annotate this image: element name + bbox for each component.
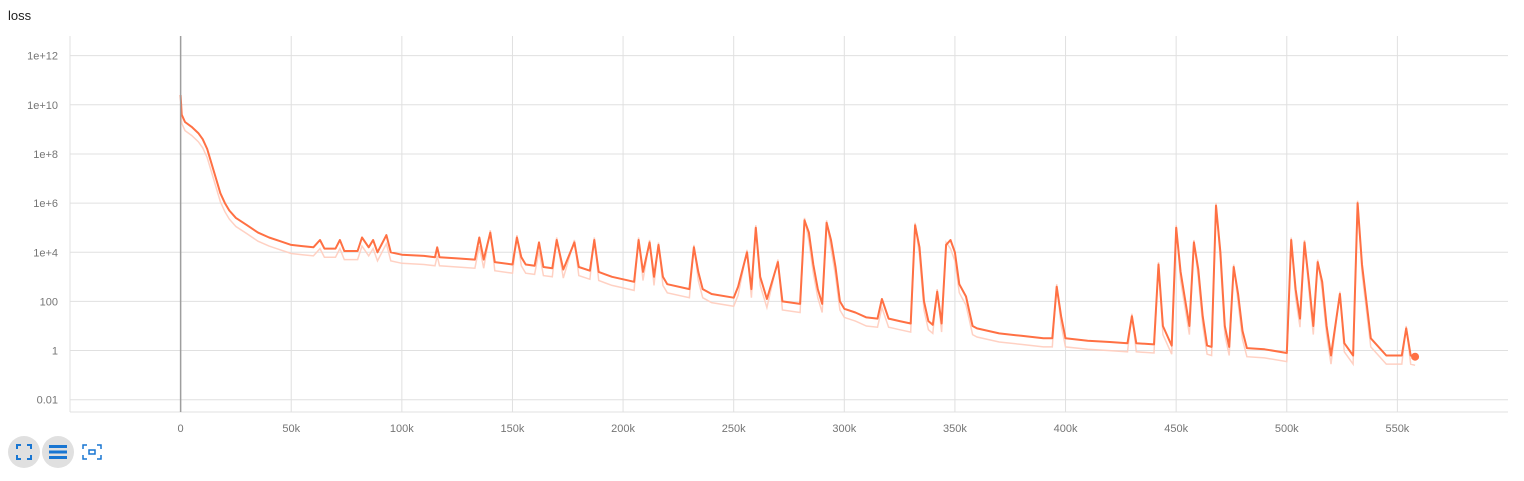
chart-title: loss (8, 8, 32, 23)
y-tick-label: 1e+10 (27, 100, 58, 112)
fit-data-button[interactable] (76, 436, 108, 468)
smoothed-series-path[interactable] (179, 94, 1416, 358)
axes: 0.01 1 100 1e+4 1e+6 1e+8 1e+10 1e+12 0 50k 100k 15… (27, 36, 1508, 435)
x-tick-label: 200k (611, 423, 635, 435)
fit-icon (82, 444, 102, 460)
x-tick-label: 350k (943, 423, 967, 435)
y-tick-label: 0.01 (37, 395, 58, 407)
chart-toolbar (8, 436, 108, 468)
x-tick-label: 50k (282, 423, 300, 435)
y-tick-label: 1e+6 (33, 198, 58, 210)
x-tick-label: 250k (722, 423, 746, 435)
fit-domain-button[interactable] (8, 436, 40, 468)
x-tick-label: 300k (832, 423, 856, 435)
y-tick-label: 1 (52, 346, 58, 358)
raw-series-path (179, 103, 1416, 367)
expand-icon (16, 444, 32, 460)
x-tick-label: 500k (1275, 423, 1299, 435)
y-tick-label: 1e+4 (33, 247, 58, 259)
x-tick-label: 0 (178, 423, 184, 435)
y-tick-label: 1e+12 (27, 51, 58, 63)
y-tick-label: 100 (40, 296, 58, 308)
raw-series-line (179, 103, 1416, 367)
log-scale-button[interactable] (42, 436, 74, 468)
y-tick-label: 1e+8 (33, 149, 58, 161)
x-tick-label: 450k (1164, 423, 1188, 435)
grid-lines (70, 36, 1508, 412)
x-tick-label: 150k (501, 423, 525, 435)
smoothed-series-line[interactable] (179, 94, 1420, 361)
x-tick-label: 400k (1054, 423, 1078, 435)
last-point-marker[interactable] (1411, 352, 1420, 361)
x-tick-label: 550k (1385, 423, 1409, 435)
x-tick-label: 100k (390, 423, 414, 435)
list-icon (49, 445, 67, 459)
